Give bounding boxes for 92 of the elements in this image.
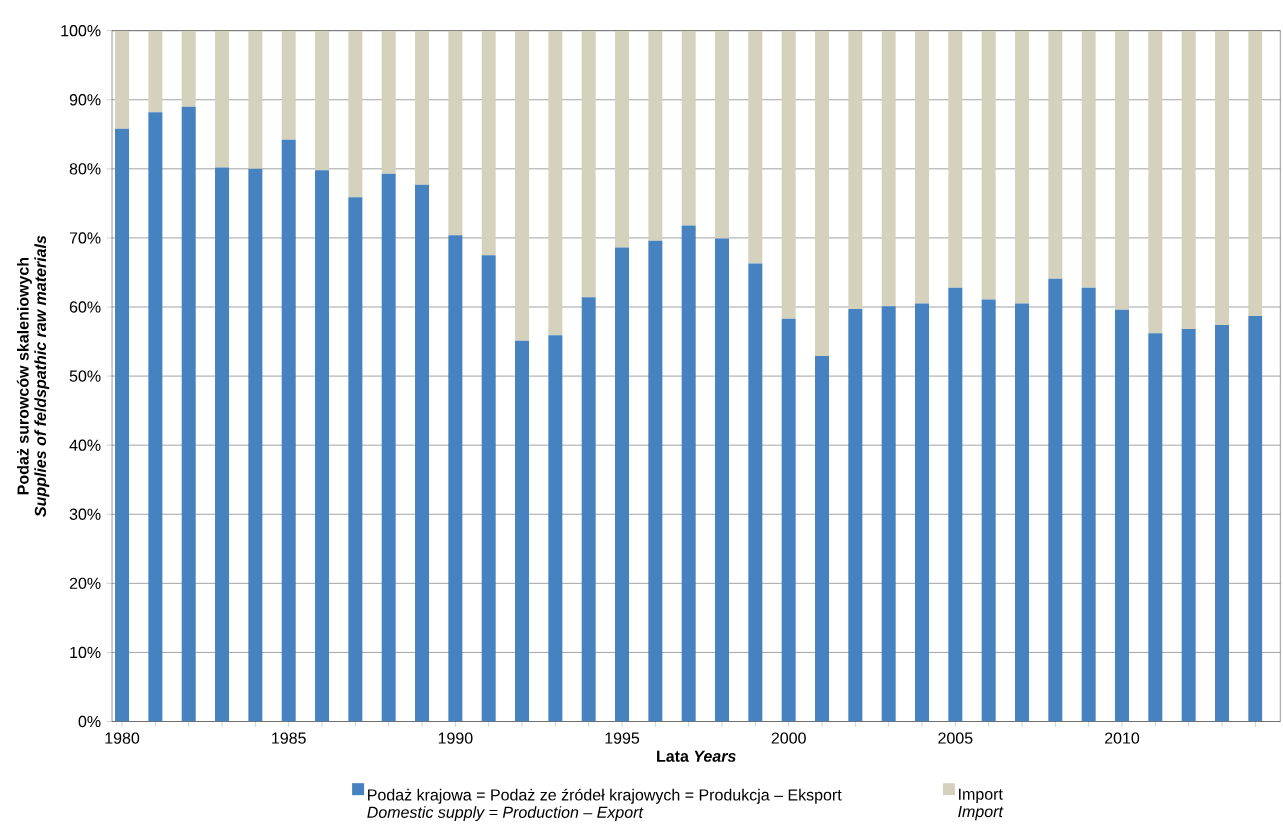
x-tick-label: 1995 xyxy=(605,732,640,744)
bar xyxy=(381,30,396,174)
bar xyxy=(748,30,763,264)
bar xyxy=(1048,30,1063,279)
bar xyxy=(648,240,663,722)
bar xyxy=(515,340,530,722)
bar xyxy=(915,303,930,722)
bar xyxy=(648,30,663,241)
bar xyxy=(115,128,130,722)
bar xyxy=(748,263,763,722)
bar xyxy=(681,225,696,722)
y-axis-title: Podaż surowców skaleniowych Supplies of feldspathic raw materials xyxy=(16,235,50,517)
bar xyxy=(315,170,330,722)
bar xyxy=(248,30,263,169)
bar xyxy=(848,30,863,309)
y-tick-label: 70% xyxy=(69,232,101,244)
bar xyxy=(1248,30,1263,316)
legend-label: Import Import xyxy=(958,788,1004,821)
y-tick-label: 100% xyxy=(61,24,101,37)
bar xyxy=(981,299,996,722)
y-tick-label: 90% xyxy=(69,94,101,106)
bar xyxy=(148,30,163,113)
y-tick-label: 80% xyxy=(69,163,101,175)
bar xyxy=(148,112,163,722)
bar xyxy=(981,30,996,300)
bar xyxy=(348,197,363,722)
y-tick-label: 30% xyxy=(69,508,101,520)
y-tick-label: 60% xyxy=(69,301,101,313)
bar xyxy=(448,30,463,236)
y-tick-label: 0% xyxy=(78,715,101,728)
bar xyxy=(1115,30,1129,310)
bar xyxy=(1215,324,1229,722)
bar xyxy=(715,238,730,722)
y-tick-label: 40% xyxy=(69,439,101,451)
bar xyxy=(881,306,896,722)
bar xyxy=(481,30,496,256)
x-tick-label: 2005 xyxy=(938,732,973,744)
bar xyxy=(281,139,296,722)
bar xyxy=(1048,278,1063,722)
bar xyxy=(548,30,563,336)
bar xyxy=(781,30,796,319)
bar xyxy=(1015,30,1030,304)
bar xyxy=(215,167,230,722)
bar xyxy=(948,30,963,288)
x-tick-label: 1985 xyxy=(272,732,306,744)
bar xyxy=(181,106,196,722)
bar xyxy=(1081,30,1096,288)
x-tick-label: 2010 xyxy=(1104,732,1140,744)
bar xyxy=(1181,329,1196,722)
bar xyxy=(281,30,296,140)
bar xyxy=(1181,30,1196,330)
bar xyxy=(1081,287,1096,722)
bar xyxy=(415,30,430,185)
bar xyxy=(381,173,396,722)
bar xyxy=(348,30,363,198)
bar xyxy=(581,30,596,298)
bar xyxy=(115,30,130,129)
bar xyxy=(815,355,830,722)
bar xyxy=(1115,309,1129,722)
x-tick-label: 2000 xyxy=(771,732,806,744)
bar xyxy=(515,30,530,341)
bar xyxy=(615,30,630,248)
bar xyxy=(848,308,863,722)
bar xyxy=(548,335,563,722)
bar xyxy=(215,30,230,168)
y-tick-label: 20% xyxy=(69,577,101,589)
x-tick-label: 1980 xyxy=(105,732,140,744)
bar xyxy=(581,297,596,722)
bar xyxy=(415,184,430,722)
bar xyxy=(1215,30,1229,325)
x-axis-title: Lata Years xyxy=(657,750,736,762)
bar xyxy=(448,235,463,722)
bar xyxy=(681,30,696,226)
y-tick-label: 50% xyxy=(69,370,101,382)
bar xyxy=(615,247,630,722)
bar xyxy=(248,168,263,722)
bar xyxy=(915,30,930,304)
bar xyxy=(1148,30,1163,334)
bar xyxy=(781,318,796,722)
bar xyxy=(815,30,830,356)
y-tick-label: 10% xyxy=(70,646,101,658)
bar xyxy=(315,30,330,171)
bar xyxy=(881,30,896,307)
x-tick-label: 1990 xyxy=(438,732,473,744)
bar xyxy=(715,30,730,239)
bar xyxy=(181,30,196,107)
bar xyxy=(481,255,496,722)
bar xyxy=(1248,315,1263,722)
bar xyxy=(1015,303,1030,722)
legend-label: Podaż krajowa = Podaż ze źródeł krajowych = Produkcja – Eksport Domestic supply = Production – Export xyxy=(367,788,842,821)
bar xyxy=(948,287,963,722)
bar xyxy=(1148,333,1163,722)
